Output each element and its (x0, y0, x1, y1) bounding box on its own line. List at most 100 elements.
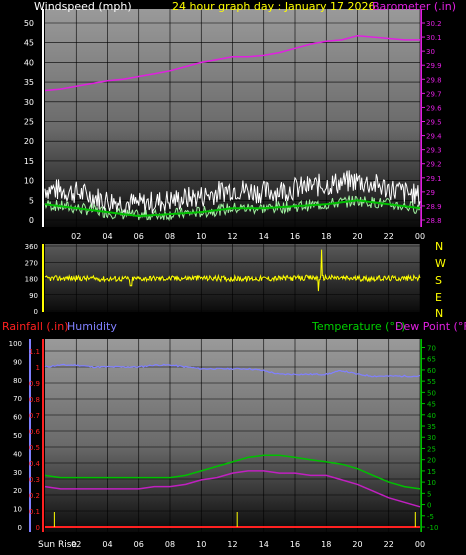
bottom-x-tick-label: 04 (102, 540, 112, 549)
temperature-series-line (44, 454, 421, 490)
rainfall-tick-label: 0.1 (29, 508, 40, 516)
humidity-tick-label: 40 (13, 450, 22, 458)
wind-direction-series-line (44, 249, 421, 292)
top-x-tick-label: 02 (71, 232, 81, 241)
humidity-tick-label: 10 (13, 506, 22, 514)
rainfall-tick-label: 0.7 (29, 412, 40, 420)
bottom-x-tick-label: 08 (165, 540, 175, 549)
rainfall-tick-label: 0.4 (29, 460, 41, 468)
rainfall-tick-label: 0.6 (29, 428, 41, 436)
windspeed-tick-label: 30 (24, 98, 34, 107)
temperature-tick-label: 5 (427, 490, 431, 498)
temperature-tick-label: 15 (427, 468, 436, 476)
barometer-tick-label: 29.5 (426, 119, 442, 127)
bottom-x-tick-label: 18 (321, 540, 331, 549)
humidity-tick-label: 30 (13, 469, 22, 477)
humidity-tick-label: 0 (18, 524, 22, 532)
direction-letter-n-bottom: N (435, 307, 443, 320)
temperature-tick-label: 55 (427, 378, 436, 386)
windspeed-tick-label: 0 (29, 216, 34, 225)
direction-letter-w: W (435, 257, 446, 270)
humidity-tick-label: 80 (13, 377, 22, 385)
barometer-tick-label: 30 (426, 48, 435, 56)
top-x-tick-label: 12 (227, 232, 237, 241)
rainfall-tick-label: 0.5 (29, 444, 40, 452)
temperature-tick-label: 0 (427, 502, 431, 510)
barometer-tick-label: 29.2 (426, 161, 442, 169)
windspeed-tick-label: 10 (24, 177, 34, 186)
temperature-tick-label: 70 (427, 344, 436, 352)
windspeed-tick-label: 25 (24, 118, 34, 127)
bottom-x-tick-label: 02 (71, 540, 81, 549)
temperature-tick-label: 40 (427, 412, 436, 420)
bottom-x-tick-label: 10 (196, 540, 206, 549)
top-x-tick-label: 16 (290, 232, 300, 241)
dir-tick-label: 270 (25, 259, 38, 267)
top-x-tick-label: 20 (352, 232, 362, 241)
rainfall-tick-label: 0.8 (29, 396, 40, 404)
top-x-tick-label: 18 (321, 232, 331, 241)
rainfall-tick-label: 1 (36, 364, 40, 372)
top-x-tick-label: 22 (384, 232, 394, 241)
bottom-x-tick-label: 20 (352, 540, 362, 549)
windspeed-tick-label: 50 (24, 19, 34, 28)
windspeed-tick-label: 20 (24, 137, 34, 146)
windspeed-tick-label: 45 (24, 39, 34, 48)
top-x-tick-label: 06 (134, 232, 144, 241)
rainfall-tick-label: 0.9 (29, 380, 40, 388)
barometer-tick-label: 28.9 (426, 203, 442, 211)
windspeed-tick-label: 15 (24, 157, 34, 166)
barometer-tick-label: 29.3 (426, 147, 442, 155)
windspeed-series-line (44, 199, 421, 218)
dewpoint-label: Dew Point (°F) (395, 320, 466, 333)
temperature-tick-label: 45 (427, 401, 436, 409)
dewpoint-series-line (44, 470, 421, 508)
windspeed-tick-label: 35 (24, 78, 34, 87)
top-x-tick-label: 10 (196, 232, 206, 241)
bottom-x-tick-label: 14 (259, 540, 269, 549)
temperature-tick-label: 30 (427, 434, 436, 442)
temperature-tick-label: -10 (427, 524, 438, 532)
barometer-tick-label: 29.7 (426, 90, 442, 98)
gust-series-line (44, 170, 421, 215)
barometer-tick-label: 28.8 (426, 217, 442, 225)
humidity-tick-label: 60 (13, 414, 22, 422)
bottom-x-tick-label: 12 (227, 540, 237, 549)
windspeed-tick-label: 40 (24, 58, 34, 67)
top-x-tick-label: 14 (259, 232, 269, 241)
dir-tick-label: 180 (25, 276, 38, 284)
bottom-x-tick-label: 00 (415, 540, 425, 549)
top-x-tick-label: 08 (165, 232, 175, 241)
rainfall-label: Rainfall (.in) (2, 320, 69, 333)
humidity-label: Humidity (67, 320, 117, 333)
rainfall-tick-label: 0.3 (29, 476, 40, 484)
sunrise-label: Sun Rise (38, 540, 77, 550)
chart-title: 24 hour graph day : January 17 2026 (172, 0, 376, 13)
temperature-tick-label: 35 (427, 423, 436, 431)
temperature-tick-label: 60 (427, 367, 436, 375)
temperature-tick-label: 25 (427, 445, 436, 453)
barometer-tick-label: 29.1 (426, 175, 442, 183)
rainfall-tick-label: 0 (36, 524, 40, 532)
temperature-tick-label: -5 (427, 513, 434, 521)
rainfall-tick-label: 0.2 (29, 492, 40, 500)
barometer-tick-label: 30.2 (426, 20, 442, 28)
barometer-tick-label: 29.4 (426, 133, 442, 141)
temperature-tick-label: 50 (427, 389, 436, 397)
direction-letter-e: E (435, 291, 442, 304)
bottom-x-tick-label: 06 (134, 540, 144, 549)
bottom-x-tick-label: 16 (290, 540, 300, 549)
humidity-tick-label: 70 (13, 395, 22, 403)
barometer-tick-label: 30.1 (426, 34, 442, 42)
dir-tick-label: 0 (34, 308, 38, 316)
temperature-tick-label: 10 (427, 479, 436, 487)
barometer-tick-label: 29 (426, 189, 435, 197)
dir-tick-label: 90 (29, 292, 38, 300)
barometer-tick-label: 29.6 (426, 104, 442, 112)
direction-letter-n-top: N (435, 240, 443, 253)
humidity-tick-label: 50 (13, 432, 22, 440)
top-x-tick-label: 04 (102, 232, 112, 241)
barometer-series-line (44, 34, 420, 92)
barometer-label: Barometer (.in) (372, 0, 456, 13)
